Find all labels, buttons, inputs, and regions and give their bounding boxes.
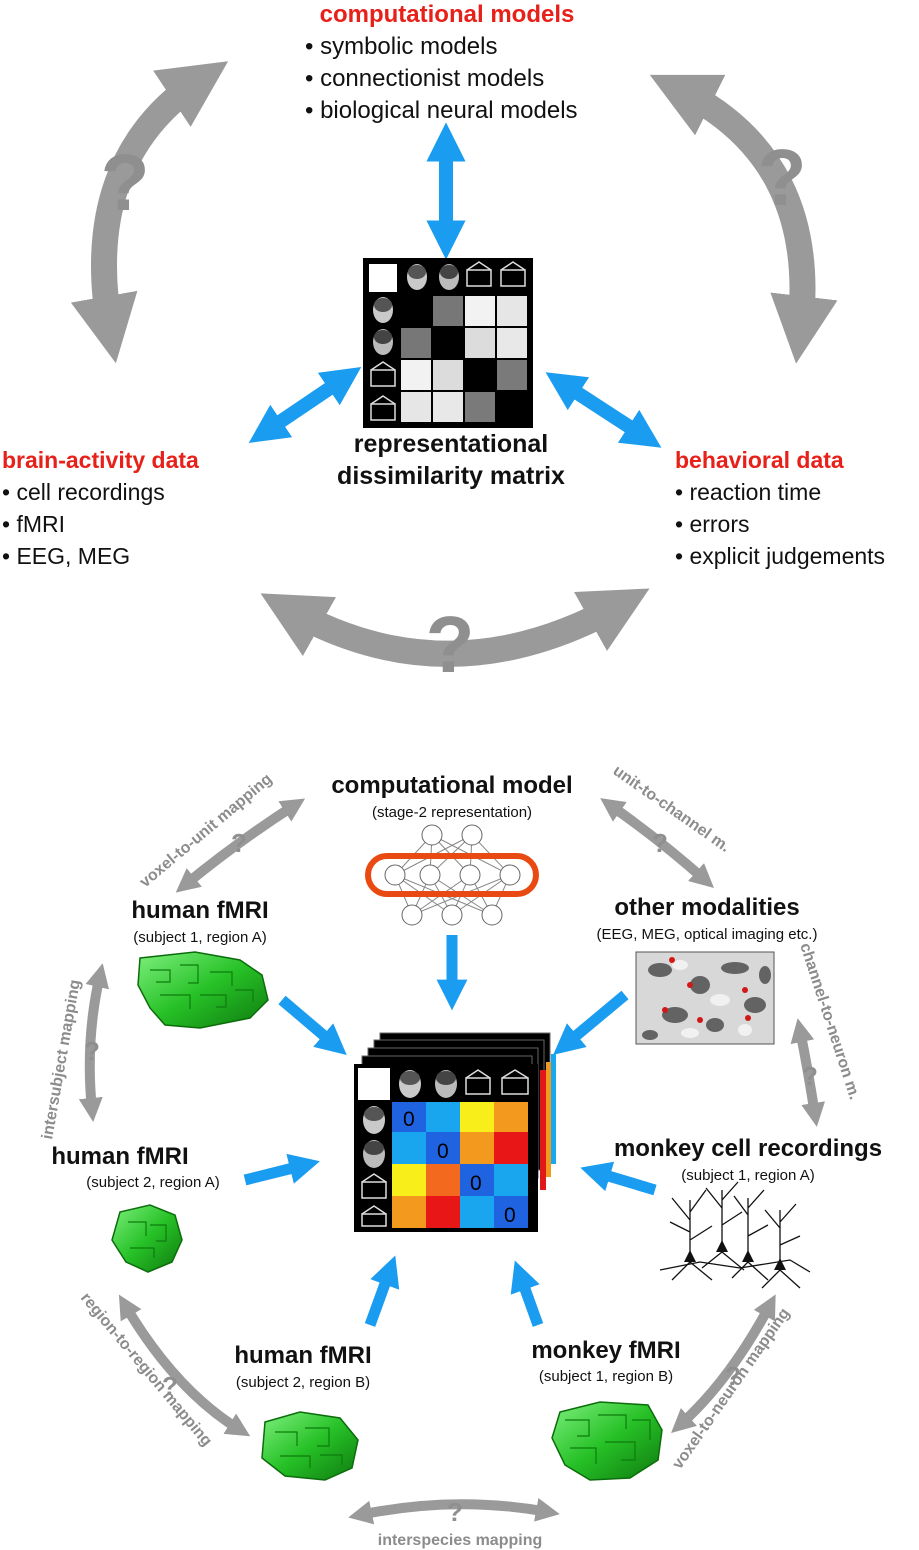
mapping-interspecies: interspecies mapping <box>378 1532 543 1549</box>
neural-network-icon <box>365 824 539 926</box>
rdm-top-cells <box>401 296 527 422</box>
arrow-fmri2-to-rdm <box>243 1153 320 1186</box>
mapping-unit-to-channel: unit-to-channel m. <box>610 762 733 855</box>
arrow-unit-to-channel <box>600 798 714 888</box>
optical-imaging-map-icon <box>635 951 775 1045</box>
arrow-intersubject <box>78 963 109 1122</box>
mapping-intersubject: intersubject mapping <box>39 978 84 1140</box>
arrow-monkeyfmri-to-rdm <box>510 1260 544 1327</box>
brain-activity-title: brain-activity data <box>2 447 199 473</box>
arrow-region-to-region <box>118 1294 251 1437</box>
arrow-channel-to-neuron <box>790 1018 826 1127</box>
brain-activity-item-1: • cell recordings <box>2 479 165 505</box>
arrow-fmri1-to-rdm <box>278 995 347 1055</box>
question-mark-bottom: ? <box>426 600 475 689</box>
question-mark-right: ? <box>758 133 807 222</box>
rdm-diagonal-zero-2: 0 <box>437 1140 449 1163</box>
computational-models-block: computational models • symbolic models •… <box>305 1 578 124</box>
brain-voxel-cluster-icon <box>261 1411 359 1481</box>
house-thumbnail-icon <box>361 1069 529 1227</box>
brain-voxel-cluster-icon <box>111 1204 183 1273</box>
top-gray-arrows <box>70 61 838 667</box>
mapping-region-to-region: region-to-region mapping <box>77 1290 215 1450</box>
neuron-soma-icon <box>684 1240 786 1270</box>
other-modalities-title: other modalities <box>614 894 799 921</box>
arrow-brain-rdm <box>248 367 362 443</box>
computational-models-item-1: • symbolic models <box>305 33 497 60</box>
arrow-monkeycells-to-rdm <box>580 1161 657 1196</box>
rdm-label-line-2: dissimilarity matrix <box>337 462 565 490</box>
rdm-label-line-1: representational <box>354 430 549 458</box>
question-mark-interspecies: ? <box>447 1497 463 1527</box>
arrow-left-loop <box>70 61 229 364</box>
rdm-bottom-cells <box>392 1102 528 1228</box>
face-thumbnail-icon <box>363 1070 457 1168</box>
human-fmri-1-subtitle: (subject 1, region A) <box>133 929 266 946</box>
arrow-right-loop <box>649 74 838 364</box>
other-modalities-subtitle: (EEG, MEG, optical imaging etc.) <box>597 926 818 943</box>
mapping-voxel-to-neuron: voxel-to-neuron mapping <box>669 1305 793 1472</box>
question-mark-channel-neuron: ? <box>802 1061 818 1091</box>
bottom-gray-arrows <box>78 798 826 1525</box>
human-fmri-2-title: human fMRI <box>51 1143 188 1170</box>
question-mark-left: ? <box>101 138 150 227</box>
behavioral-title: behavioral data <box>675 447 844 473</box>
brain-activity-block: brain-activity data • cell recordings • … <box>2 447 199 569</box>
bottom-question-marks: ? ? ? ? ? ? ? <box>84 828 818 1527</box>
pyramidal-neurons-icon <box>659 1181 811 1289</box>
rdm-diagonal-zero-4: 0 <box>504 1204 516 1227</box>
arrow-voxel-to-neuron <box>671 1294 776 1434</box>
monkey-cells-subtitle: (subject 1, region A) <box>681 1167 814 1184</box>
human-fmri-1-title: human fMRI <box>131 897 268 924</box>
face-thumbnail-icon <box>373 264 459 355</box>
top-blue-arrows <box>248 122 662 448</box>
computational-models-item-3: • biological neural models <box>305 97 578 124</box>
brain-voxel-cluster-icon <box>551 1401 663 1481</box>
question-mark-unit-channel: ? <box>652 828 668 858</box>
question-mark-intersubject: ? <box>84 1036 100 1066</box>
monkey-cells-title: monkey cell recordings <box>614 1135 882 1162</box>
arrow-fmri3-to-rdm <box>364 1255 400 1327</box>
monkey-fmri-subtitle: (subject 1, region B) <box>539 1368 673 1385</box>
arrow-other-to-rdm <box>553 990 629 1055</box>
rdm-top <box>363 258 533 428</box>
brain-activity-item-3: • EEG, MEG <box>2 543 130 569</box>
arrow-behavior-rdm <box>545 372 662 448</box>
computational-models-item-2: • connectionist models <box>305 65 544 92</box>
arrow-voxel-to-unit <box>175 798 306 893</box>
behavioral-item-3: • explicit judgements <box>675 543 885 569</box>
question-mark-voxel-neuron: ? <box>725 1361 741 1391</box>
arrow-interspecies <box>348 1498 560 1525</box>
monkey-fmri-title: monkey fMRI <box>531 1337 680 1364</box>
rdm-bottom: 0 0 0 0 <box>354 1064 538 1232</box>
human-fmri-3-title: human fMRI <box>234 1342 371 1369</box>
computational-model-subtitle: (stage-2 representation) <box>372 804 532 821</box>
question-mark-voxel-unit: ? <box>231 828 247 858</box>
house-thumbnail-icon <box>370 261 526 421</box>
arrow-bottom-loop <box>260 588 650 667</box>
behavioral-item-2: • errors <box>675 511 750 537</box>
behavioral-item-1: • reaction time <box>675 479 821 505</box>
behavioral-block: behavioral data • reaction time • errors… <box>675 447 885 569</box>
rdm-diagonal-zero-3: 0 <box>470 1172 482 1195</box>
rdm-diagonal-zero-1: 0 <box>403 1108 415 1131</box>
bottom-blue-arrows <box>243 935 657 1327</box>
human-fmri-2-subtitle: (subject 2, region A) <box>86 1174 219 1191</box>
computational-models-title: computational models <box>320 1 575 28</box>
human-fmri-3-subtitle: (subject 2, region B) <box>236 1374 370 1391</box>
question-mark-region-region: ? <box>162 1371 178 1401</box>
brain-voxel-cluster-icon <box>137 951 269 1029</box>
brain-activity-item-2: • fMRI <box>2 511 65 537</box>
computational-model-title: computational model <box>331 772 572 799</box>
